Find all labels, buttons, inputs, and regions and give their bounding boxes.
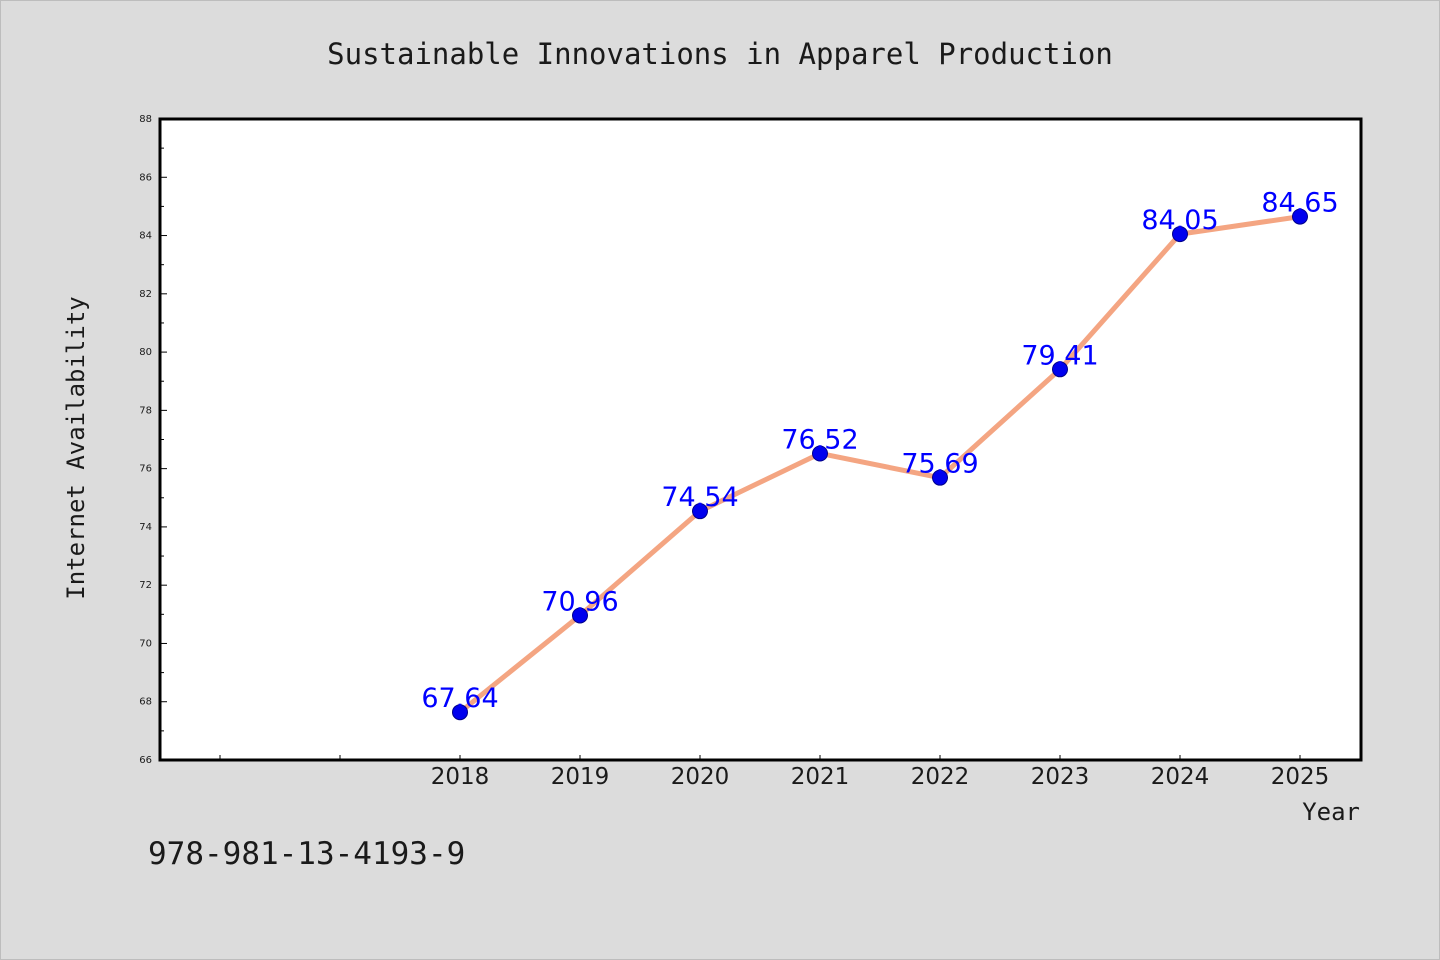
x-tick-label: 2025 (1271, 764, 1330, 790)
y-tick-label: 82 (139, 289, 152, 300)
x-tick-label: 2022 (911, 764, 970, 790)
y-tick-label: 70 (139, 638, 152, 649)
x-tick-label: 2020 (671, 764, 730, 790)
x-tick-label: 2018 (431, 764, 490, 790)
data-label: 75.69 (901, 449, 978, 480)
y-axis-label: Internet Availability (62, 296, 90, 599)
data-point (1292, 208, 1308, 225)
y-tick-label: 88 (139, 114, 152, 125)
x-tick-label: 2023 (1031, 764, 1090, 790)
x-axis-ticks: 2018 2019 2020 2021 2022 2023 2024 2025 (219, 755, 1330, 790)
x-tick-label: 2019 (551, 764, 610, 790)
y-tick-label: 80 (139, 347, 152, 358)
y-tick-label: 68 (139, 697, 152, 708)
data-point (932, 469, 948, 486)
x-axis-label: Year (1302, 798, 1360, 826)
data-label: 84.65 (1261, 188, 1338, 219)
data-point (1052, 361, 1068, 378)
data-label: 79.41 (1021, 340, 1098, 371)
data-point (572, 607, 588, 624)
x-tick-label: 2024 (1151, 764, 1210, 790)
data-label: 84.05 (1141, 205, 1218, 236)
y-tick-label: 74 (139, 522, 152, 533)
y-axis-ticks: 66 68 70 72 74 76 78 80 82 84 86 88 (139, 114, 167, 766)
data-point (812, 445, 828, 462)
data-point (692, 503, 708, 520)
series-line (457, 214, 1303, 715)
plot-border (158, 117, 1363, 762)
isbn-text: 978-981-13-4193-9 (148, 836, 465, 872)
data-label: 70.96 (541, 586, 618, 617)
series-layer: 67.64 70.96 74.54 76.52 75.69 79.41 84.05 84.65 (421, 188, 1339, 721)
data-point (1172, 226, 1188, 243)
data-label: 76.52 (781, 424, 858, 455)
y-tick-label: 78 (139, 405, 152, 416)
y-tick-label: 76 (139, 464, 152, 475)
y-tick-label: 66 (139, 755, 152, 766)
chart-title: Sustainable Innovations in Apparel Produ… (327, 37, 1113, 71)
y-tick-label: 72 (139, 580, 152, 591)
x-tick-label: 2021 (791, 764, 850, 790)
data-label: 74.54 (661, 482, 738, 513)
y-tick-label: 84 (139, 231, 152, 242)
y-tick-label: 86 (139, 172, 152, 183)
data-label: 67.64 (421, 683, 498, 714)
data-point (452, 704, 468, 721)
plot-area (160, 119, 1361, 760)
